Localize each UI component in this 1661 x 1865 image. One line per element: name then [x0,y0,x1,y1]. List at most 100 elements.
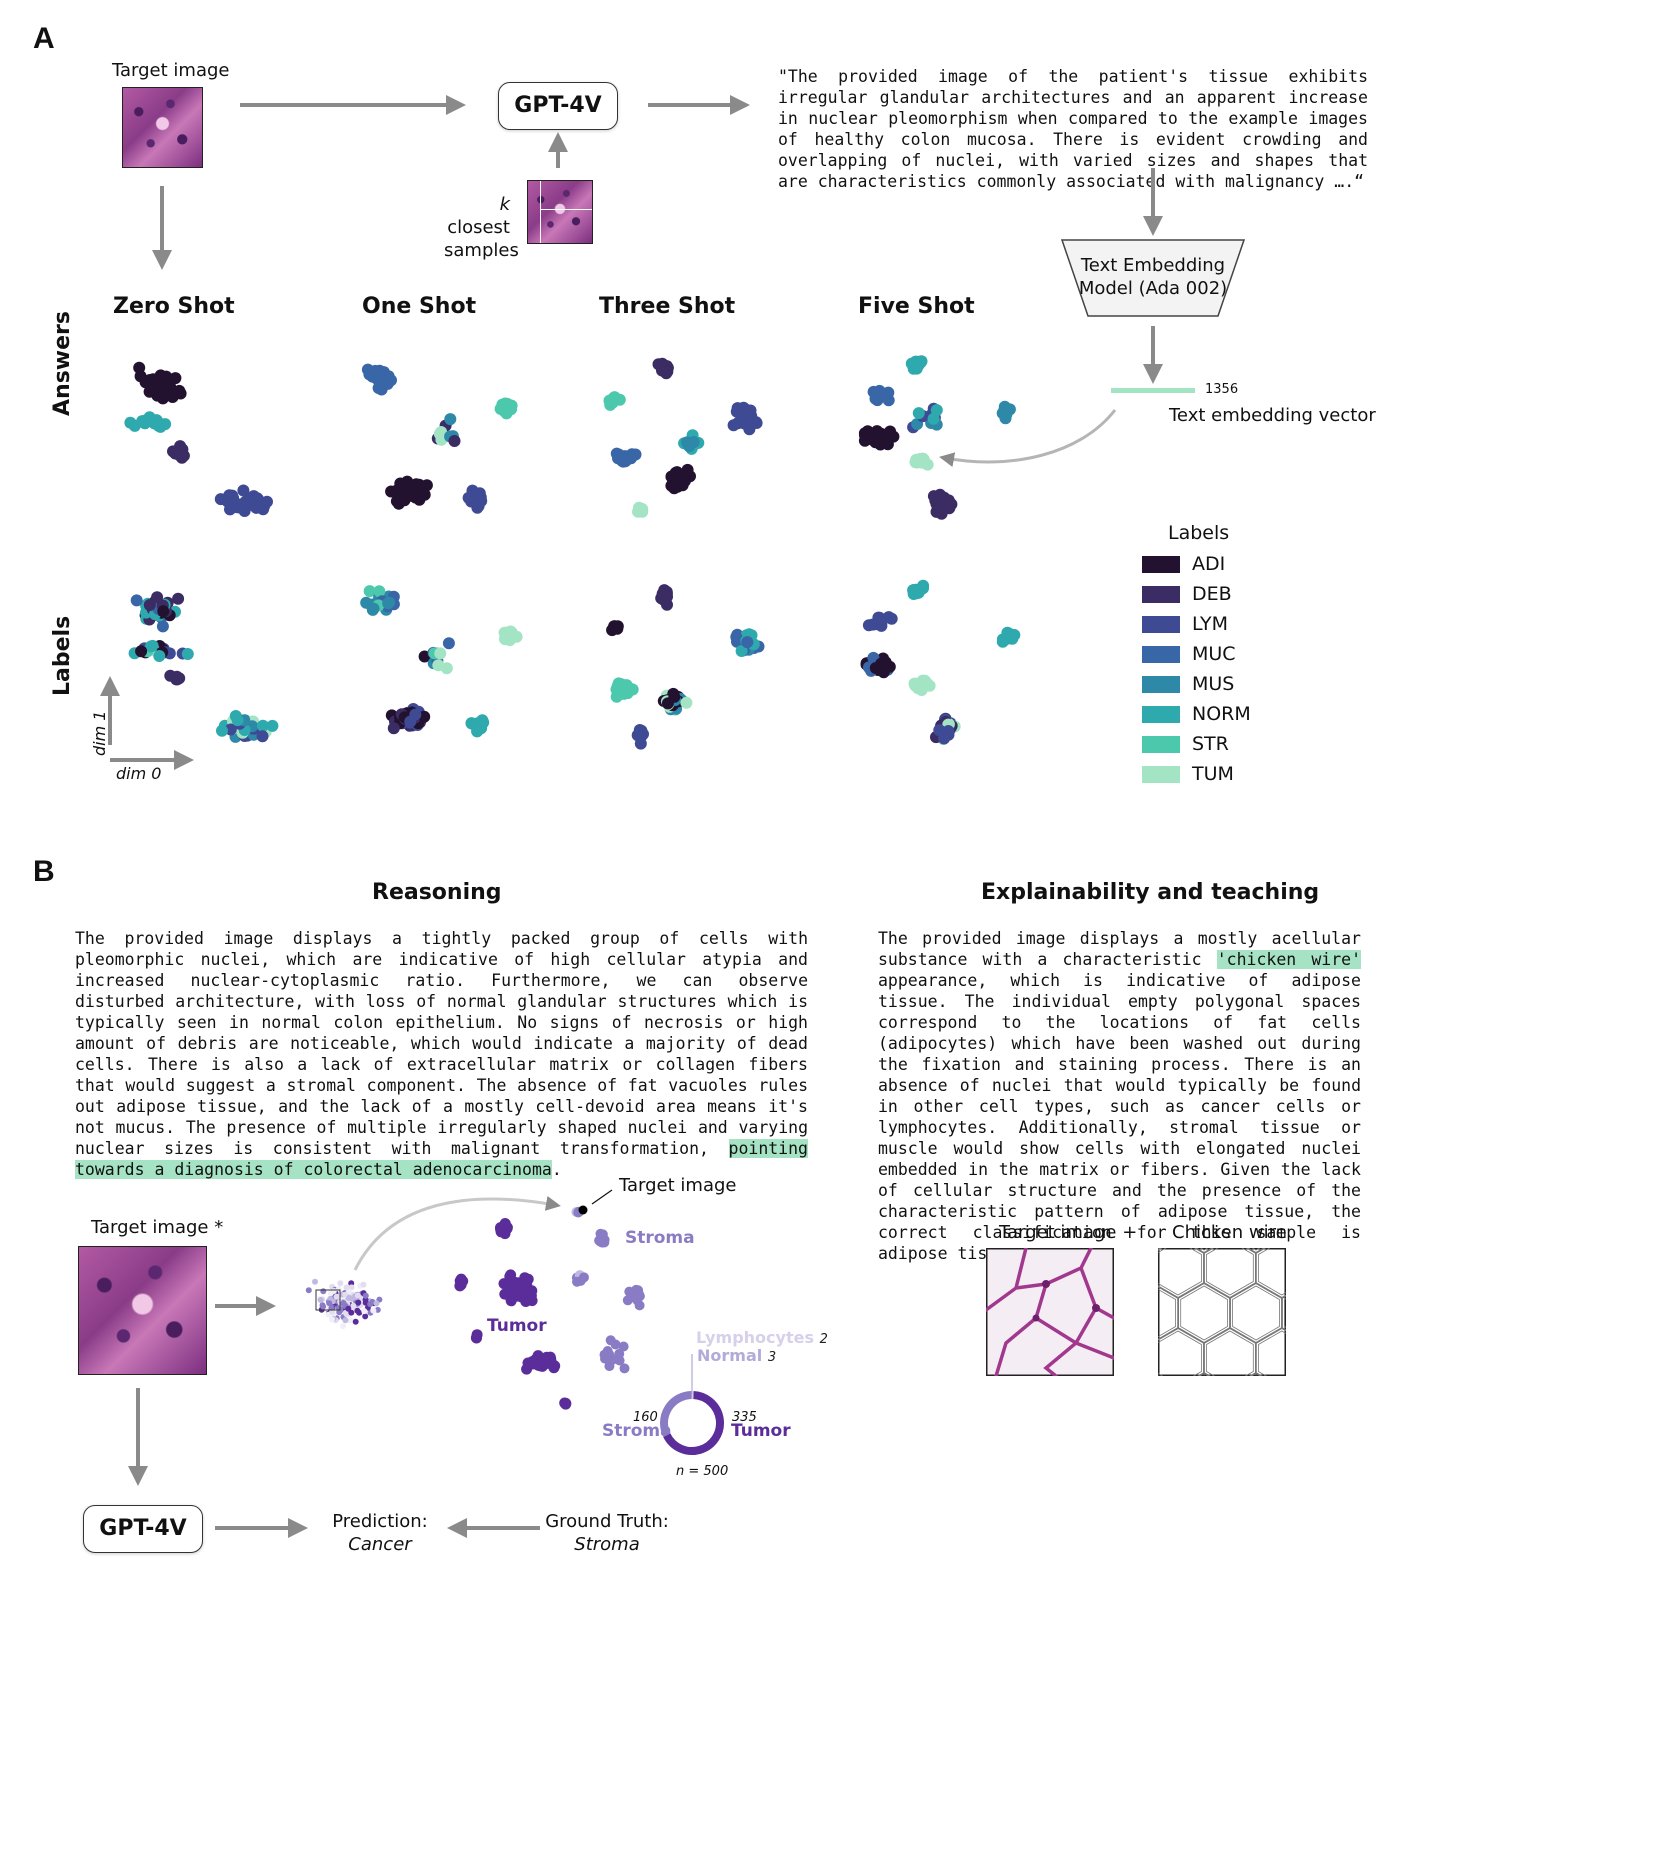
donut-slice [663,1391,724,1455]
scatter-point [735,645,748,657]
scatter-point [862,619,875,632]
scatter-point [255,497,268,510]
scatter-stroma-label: Stroma [625,1228,695,1248]
scatter-point [681,463,694,476]
chicken-wire-hex-inner [1232,1285,1280,1341]
explain-highlight: 'chicken wire' [1216,950,1361,969]
scatter-point [224,723,237,736]
scatter-point [505,403,518,416]
chicken-wire-hex-inner [1258,1248,1286,1296]
legend-swatch [1142,585,1180,603]
shot-title-five: Five Shot [858,294,975,319]
chicken-wire-image [1158,1248,1286,1376]
scatter-point [545,1353,557,1365]
scatter-point [385,374,397,387]
scatter-point [362,1292,369,1299]
embedding-model-label: Text Embedding Model (Ada 002) [1060,254,1246,300]
scatter-point [373,585,386,598]
scatter-point [256,730,269,743]
scatter-point [157,605,170,618]
chicken-wire-hex-inner [1158,1248,1202,1296]
scatter-point [348,1309,355,1316]
legend-label: STR [1192,733,1229,755]
scatter-point [355,1299,362,1306]
donut-chart-layer [660,1390,724,1455]
scatter-point [312,1278,318,1285]
scatter-point [882,386,895,399]
scatter-point [373,1300,380,1307]
scatter-point [942,725,955,737]
scatter-point [361,1308,368,1315]
target-image-pointer-label: Target image [619,1175,737,1196]
scatter-point [1008,629,1021,641]
scatter-point [932,496,945,508]
scatter-point [619,1363,630,1374]
scatter-point [495,1223,507,1235]
reasoning-end: . [551,1160,562,1179]
chicken-wire-hex-inner [1251,1248,1261,1251]
chicken-wire-hex-inner [1158,1330,1202,1376]
embedding-model-shape [1060,239,1246,317]
panel-b-letter: B [33,855,55,888]
scatter-point [346,1294,353,1301]
explain-title: Explainability and teaching [981,880,1320,905]
scatter-point [340,1300,347,1306]
reasoning-title: Reasoning [372,880,502,905]
scatter-point [442,637,455,650]
scatter-point [155,371,168,384]
chicken-wire-label: Chicken wire [1172,1222,1287,1243]
scatter-point [448,435,461,447]
explain-text: The provided image displays a mostly ace… [878,928,1361,1264]
ground-truth-value: Stroma [574,1534,640,1555]
legend-label: TUM [1192,763,1234,785]
chicken-wire-hex-inner [1206,1248,1254,1296]
k-closest-divider-v [528,181,541,243]
scatter-point [572,1276,582,1287]
donut-lymphocytes-label: Lymphocytes 2 [696,1328,828,1347]
scatter-point [911,360,924,373]
legend-item-tum: TUM [1142,759,1251,789]
scatter-point [135,645,148,658]
scatter-point [350,1302,357,1309]
embedding-model-line1: Text Embedding [1080,255,1226,276]
chicken-wire-hex-inner [1258,1330,1286,1376]
donut-normal-value: 3 [767,1350,777,1365]
scatter-point [327,1290,334,1297]
scatter-point [363,585,376,598]
scatter-point [370,1307,377,1314]
scatter-point [409,708,422,721]
scatter-point [337,1280,344,1287]
scatter-point [736,409,749,422]
scatter-point [326,1300,333,1307]
legend-label: DEB [1192,583,1232,605]
scatter-point [266,719,279,732]
scatter-point [328,1304,335,1311]
donut-stroma-value: 160 [633,1410,658,1425]
scatter-point [741,636,754,649]
legend-label: ADI [1192,553,1226,575]
prediction-label: Prediction: [332,1511,428,1532]
legend-label: MUS [1192,673,1235,695]
adipose-target-image [986,1248,1114,1376]
reasoning-body: The provided image displays a tightly pa… [75,929,808,1158]
scatter-point [504,1271,516,1282]
scatter-point [435,426,448,438]
scatter-point [659,366,672,379]
k-closest-label: k closest samples [444,193,519,262]
shot-title-zero: Zero Shot [113,294,235,319]
chicken-wire-hex-inner [1180,1285,1228,1341]
scatter-point [432,659,445,672]
scatter-point [352,1318,359,1325]
k-closest-line2: samples [444,240,519,261]
donut-tumor-label: Tumor [731,1421,791,1441]
scatter-point [340,1323,347,1329]
target-image-thumbnail [122,87,203,168]
ground-truth: Ground Truth: Stroma [542,1510,672,1556]
k-closest-divider-h [540,209,592,210]
scatter-point [455,1276,467,1288]
scatter-point [444,413,457,426]
embedding-vector-length: 1356 [1205,382,1239,397]
scatter-point [329,1316,335,1323]
legend-item-str: STR [1142,729,1251,759]
